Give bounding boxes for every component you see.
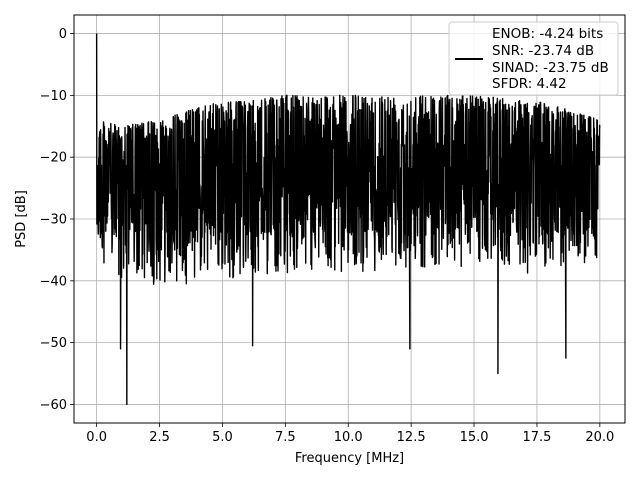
- x-tick-label: 15.0: [460, 430, 489, 445]
- plot-area: [95, 33, 601, 406]
- x-tick-label: 7.5: [275, 430, 296, 445]
- y-tick-label: −20: [40, 151, 67, 166]
- x-tick-label: 10.0: [334, 430, 363, 445]
- x-tick-label: 2.5: [149, 430, 170, 445]
- y-axis-label: PSD [dB]: [14, 190, 29, 248]
- y-tick-label: −40: [40, 274, 67, 289]
- axis-ticks: 0.0 2.5 5.0 7.5 10.0 12.5 15.0 17.5 20.0 0 −10 −20 −…: [40, 27, 615, 445]
- x-tick-label: 20.0: [585, 430, 614, 445]
- x-tick-label: 12.5: [397, 430, 426, 445]
- x-tick-label: 5.0: [212, 430, 233, 445]
- y-tick-label: 0: [59, 27, 67, 42]
- y-tick-label: −50: [40, 336, 67, 351]
- y-tick-label: −60: [40, 398, 67, 413]
- legend-entry-sfdr: SFDR: 4.42: [492, 76, 567, 92]
- x-tick-label: 17.5: [522, 430, 551, 445]
- x-axis-label: Frequency [MHz]: [295, 451, 404, 466]
- legend-entry-enob: ENOB: -4.24 bits: [492, 26, 603, 42]
- y-tick-label: −30: [40, 213, 67, 228]
- legend-entry-sinad: SINAD: -23.75 dB: [492, 60, 609, 76]
- psd-series-line: [95, 33, 601, 406]
- x-tick-label: 0.0: [86, 430, 107, 445]
- y-tick-label: −10: [40, 89, 67, 104]
- legend-box: [448, 21, 619, 96]
- legend-entry-snr: SNR: -23.74 dB: [492, 43, 594, 59]
- legend: ENOB: -4.24 bits SNR: -23.74 dB SINAD: -…: [448, 21, 619, 96]
